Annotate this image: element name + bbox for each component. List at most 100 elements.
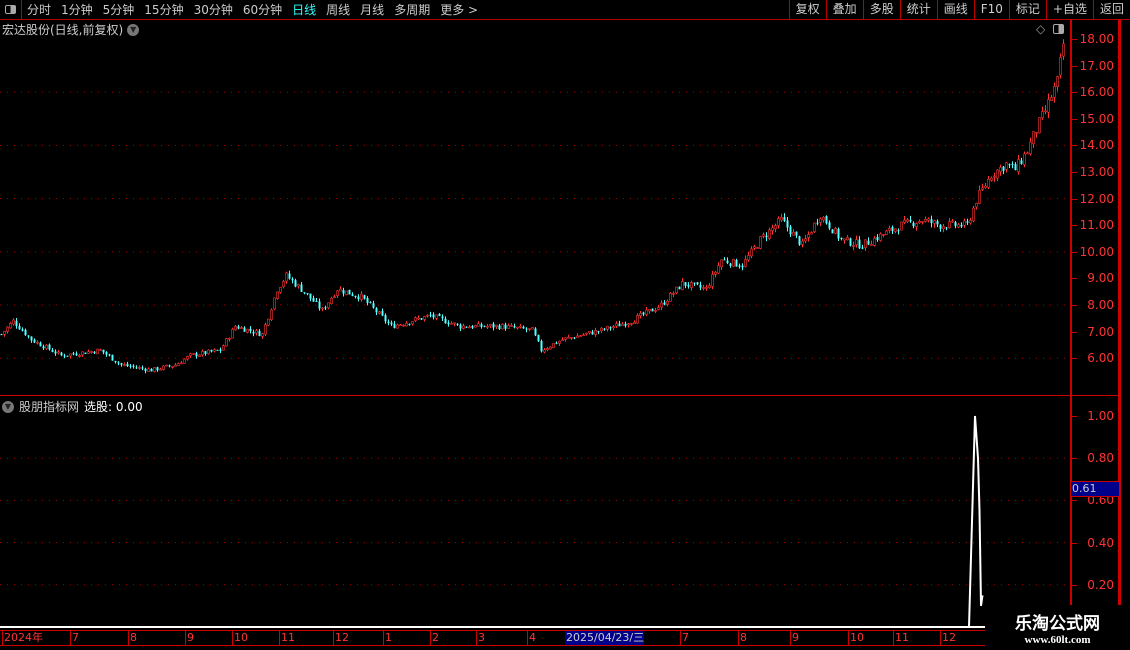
candle-body bbox=[885, 230, 888, 235]
candle-body bbox=[951, 220, 954, 223]
action-button[interactable]: 统计 bbox=[899, 0, 937, 19]
candle-body bbox=[201, 351, 204, 356]
price-tick-label: 18.00 bbox=[1079, 32, 1114, 46]
diamond-icon[interactable]: ◇ bbox=[1036, 22, 1046, 36]
candle-body bbox=[177, 363, 180, 366]
candle-body bbox=[1005, 162, 1008, 170]
action-button[interactable]: 叠加 bbox=[825, 0, 863, 19]
candle-body bbox=[972, 207, 975, 222]
period-tab[interactable]: 分时 bbox=[27, 3, 52, 17]
period-tab[interactable]: 周线 bbox=[326, 3, 351, 17]
candle-body bbox=[624, 323, 627, 326]
tick bbox=[1072, 500, 1077, 502]
layout-toggle-button[interactable] bbox=[0, 0, 22, 19]
candle-body bbox=[60, 352, 63, 356]
candle-body bbox=[783, 217, 786, 221]
candle-body bbox=[699, 284, 702, 288]
candle-body bbox=[1047, 99, 1050, 113]
candle-body bbox=[6, 326, 9, 332]
action-button[interactable]: 标记 bbox=[1008, 0, 1046, 19]
period-tab[interactable]: 60分钟 bbox=[242, 3, 283, 17]
candle-body bbox=[501, 323, 504, 330]
candle-body bbox=[375, 308, 378, 313]
candle-body bbox=[531, 327, 534, 330]
action-button[interactable]: 返回 bbox=[1092, 0, 1130, 19]
side-panel-strip[interactable] bbox=[1120, 20, 1130, 628]
tick bbox=[1072, 92, 1077, 94]
candle-body bbox=[309, 293, 312, 299]
candle-body bbox=[384, 315, 387, 322]
candle-body bbox=[768, 229, 771, 239]
candle-body bbox=[75, 353, 78, 356]
candle-body bbox=[150, 368, 153, 372]
candle-body bbox=[876, 237, 879, 241]
price-tick-label: 17.00 bbox=[1079, 58, 1114, 73]
candle-body bbox=[114, 360, 117, 363]
price-tick-label: 13.00 bbox=[1079, 165, 1114, 179]
tick bbox=[1072, 39, 1077, 40]
chevron-down-icon[interactable]: ▼ bbox=[2, 400, 14, 413]
candle-body bbox=[852, 245, 855, 247]
period-tab[interactable]: 15分钟 bbox=[144, 3, 184, 17]
candle-body bbox=[750, 248, 753, 257]
action-button[interactable]: F10 bbox=[973, 0, 1009, 19]
candle-body bbox=[669, 292, 672, 302]
candle-body bbox=[426, 314, 429, 317]
candle-body bbox=[1017, 159, 1020, 173]
candle-body bbox=[294, 280, 297, 287]
candle-body bbox=[648, 308, 651, 312]
tick bbox=[1072, 225, 1077, 227]
candle-body bbox=[213, 349, 216, 352]
period-tab[interactable]: 5分钟 bbox=[102, 3, 135, 17]
candle-body bbox=[684, 282, 687, 286]
candle-body bbox=[489, 324, 492, 327]
candle-body bbox=[942, 226, 945, 230]
candle-body bbox=[840, 237, 843, 239]
date-label: 3 bbox=[476, 631, 485, 645]
candle-body bbox=[516, 326, 519, 329]
price-chart[interactable] bbox=[0, 0, 1070, 630]
stock-title: 宏达股份(日线,前复权) bbox=[2, 23, 124, 37]
date-label: 2 bbox=[430, 631, 439, 645]
period-tab[interactable]: 30分钟 bbox=[193, 3, 233, 17]
candle-body bbox=[240, 327, 243, 329]
candle-body bbox=[927, 218, 930, 221]
candle-body bbox=[195, 353, 198, 357]
period-tab[interactable]: 月线 bbox=[360, 3, 385, 17]
chevron-down-icon[interactable]: ▼ bbox=[127, 23, 140, 36]
tick bbox=[1072, 305, 1077, 306]
candle-body bbox=[30, 336, 33, 341]
candle-body bbox=[171, 365, 174, 368]
candle-body bbox=[1035, 132, 1038, 134]
candle-body bbox=[867, 240, 870, 245]
candle-body bbox=[159, 368, 162, 371]
action-button[interactable]: 复权 bbox=[788, 0, 826, 19]
candle-body bbox=[396, 324, 399, 329]
candle-body bbox=[387, 321, 390, 323]
candle-body bbox=[63, 355, 66, 357]
candle-body bbox=[759, 236, 762, 249]
period-tab[interactable]: 1分钟 bbox=[61, 3, 93, 17]
candle-body bbox=[204, 351, 207, 354]
candle-body bbox=[27, 335, 30, 337]
indicator-value: 选股: 0.00 bbox=[84, 400, 143, 414]
candle-body bbox=[636, 315, 639, 324]
tick bbox=[1072, 251, 1077, 253]
candle-body bbox=[339, 288, 342, 292]
action-button[interactable]: 画线 bbox=[936, 0, 974, 19]
period-tab[interactable]: 多周期 bbox=[394, 3, 431, 17]
period-tab[interactable]: 更多 > bbox=[440, 3, 479, 17]
action-button[interactable]: +自选 bbox=[1045, 0, 1093, 19]
action-button[interactable]: 多股 bbox=[862, 0, 900, 19]
cursor-value-label: 0.61 bbox=[1070, 481, 1120, 497]
candle-body bbox=[327, 302, 330, 309]
period-tab[interactable]: 日线 bbox=[292, 3, 317, 17]
candle-body bbox=[720, 259, 723, 268]
date-label: 11 bbox=[279, 631, 295, 645]
candle-body bbox=[522, 326, 525, 329]
candle-body bbox=[672, 293, 675, 295]
value-axis[interactable]: 18.00 17.00 16.00 15.00 14.00 13.00 12.00 11.00… bbox=[1070, 20, 1120, 628]
layout-icon[interactable] bbox=[1053, 24, 1065, 34]
pane-divider[interactable] bbox=[0, 395, 1120, 396]
candle-body bbox=[561, 339, 564, 341]
